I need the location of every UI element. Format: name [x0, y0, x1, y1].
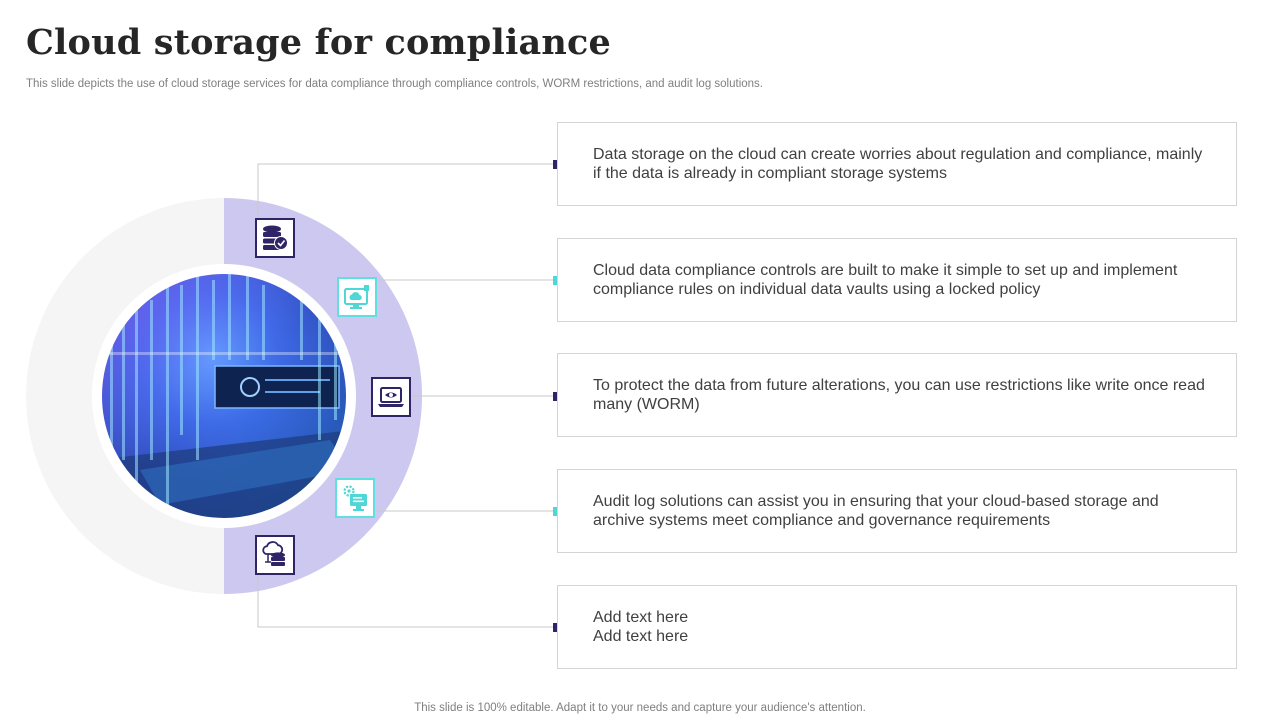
circular-graphic — [26, 163, 553, 628]
text-box-5-content: Add text here Add text here — [593, 609, 689, 645]
text-box-2-content: Cloud data compliance controls are built… — [593, 262, 1178, 298]
cloud-database-icon — [255, 535, 295, 575]
text-box-1-content: Data storage on the cloud can create wor… — [593, 146, 1203, 182]
gear-monitor-icon — [335, 478, 375, 518]
data-center-image — [100, 272, 348, 520]
connector-lines — [257, 163, 553, 628]
laptop-eye-icon — [371, 377, 411, 417]
page-title: Cloud storage for compliance — [26, 22, 611, 63]
footer-note: This slide is 100% editable. Adapt it to… — [414, 702, 866, 714]
cloud-monitor-icon — [337, 277, 377, 317]
text-box-2: Cloud data compliance controls are built… — [557, 238, 1237, 322]
database-check-icon — [255, 218, 295, 258]
text-box-5: Add text here Add text here — [557, 585, 1237, 669]
text-box-1: Data storage on the cloud can create wor… — [557, 122, 1237, 206]
page-subtitle: This slide depicts the use of cloud stor… — [26, 78, 763, 90]
text-box-4-content: Audit log solutions can assist you in en… — [593, 493, 1159, 529]
text-box-3-content: To protect the data from future alterati… — [593, 377, 1205, 413]
text-box-4: Audit log solutions can assist you in en… — [557, 469, 1237, 553]
text-box-3: To protect the data from future alterati… — [557, 353, 1237, 437]
